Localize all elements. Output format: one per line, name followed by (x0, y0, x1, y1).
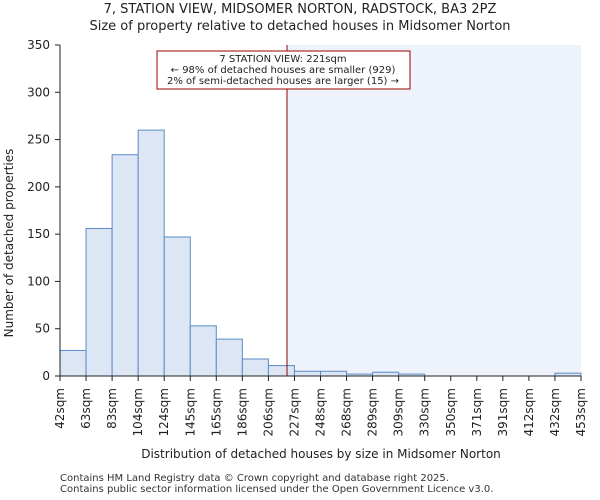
annotation-title: 7 STATION VIEW: 221sqm (219, 54, 346, 65)
y-tick-label: 50 (35, 322, 50, 336)
x-tick-label: 145sqm (183, 388, 197, 436)
y-ticks-group: 0 50 100 150 200 250 300 350 (27, 38, 60, 383)
bar-206sqm (267, 365, 295, 377)
x-tick-label: 206sqm (261, 388, 275, 436)
x-tick-label: 289sqm (366, 388, 380, 436)
x-tick-label: 350sqm (444, 388, 458, 436)
x-tick-label: 124sqm (157, 388, 171, 436)
bar-227sqm (293, 370, 322, 377)
bars-group (59, 129, 582, 377)
bar-124sqm (163, 236, 191, 377)
bar-248sqm (320, 370, 348, 377)
x-tick-label: 391sqm (496, 388, 510, 436)
annotation-box (156, 50, 411, 90)
larger-properties-region (287, 45, 581, 376)
y-tick-label: 100 (27, 274, 50, 288)
y-tick-label: 200 (27, 180, 50, 194)
y-tick-label: 350 (27, 38, 50, 52)
x-tick-label: 371sqm (470, 388, 484, 436)
y-tick-label: 150 (27, 227, 50, 241)
bar-145sqm (189, 325, 217, 377)
bar-63sqm (85, 227, 113, 377)
bar-42sqm (59, 349, 87, 377)
bar-186sqm (241, 358, 269, 377)
x-tick-label: 63sqm (79, 388, 93, 429)
bar-83sqm (111, 154, 139, 377)
x-tick-label: 432sqm (548, 388, 562, 436)
x-tick-label: 330sqm (418, 388, 432, 436)
marker-annotation: 7 STATION VIEW: 221sqm ← 98% of detached… (156, 50, 411, 90)
bar-104sqm (137, 129, 165, 377)
x-ticks-group: 42sqm 63sqm 83sqm 104sqm 124sqm 145sqm 165sqm 1… (53, 376, 588, 436)
x-tick-label: 453sqm (574, 388, 588, 436)
bar-289sqm (372, 371, 400, 377)
chart-title: Size of property relative to detached ho… (89, 19, 511, 34)
x-tick-label: 165sqm (209, 388, 223, 436)
x-tick-label: 42sqm (53, 388, 67, 429)
footer-licence: Contains public sector information licen… (60, 484, 494, 495)
x-tick-label: 104sqm (131, 388, 145, 436)
x-tick-label: 412sqm (522, 388, 536, 436)
x-tick-label: 309sqm (392, 388, 406, 436)
x-tick-label: 83sqm (105, 388, 119, 429)
y-tick-label: 0 (42, 369, 50, 383)
x-tick-label: 186sqm (235, 388, 249, 436)
bar-165sqm (215, 338, 243, 377)
annotation-larger: 2% of semi-detached houses are larger (1… (167, 76, 399, 87)
annotation-smaller: ← 98% of detached houses are smaller (92… (171, 65, 396, 76)
y-tick-label: 250 (27, 133, 50, 147)
y-axis-title: Number of detached properties (2, 149, 16, 338)
chart-title-address: 7, STATION VIEW, MIDSOMER NORTON, RADSTO… (103, 2, 497, 17)
x-tick-label: 227sqm (287, 388, 301, 436)
y-tick-label: 300 (27, 85, 50, 99)
footer-copyright: Contains HM Land Registry data © Crown c… (60, 473, 449, 484)
x-tick-label: 248sqm (314, 388, 328, 436)
x-axis-title: Distribution of detached houses by size … (141, 447, 501, 461)
x-tick-label: 268sqm (340, 388, 354, 436)
